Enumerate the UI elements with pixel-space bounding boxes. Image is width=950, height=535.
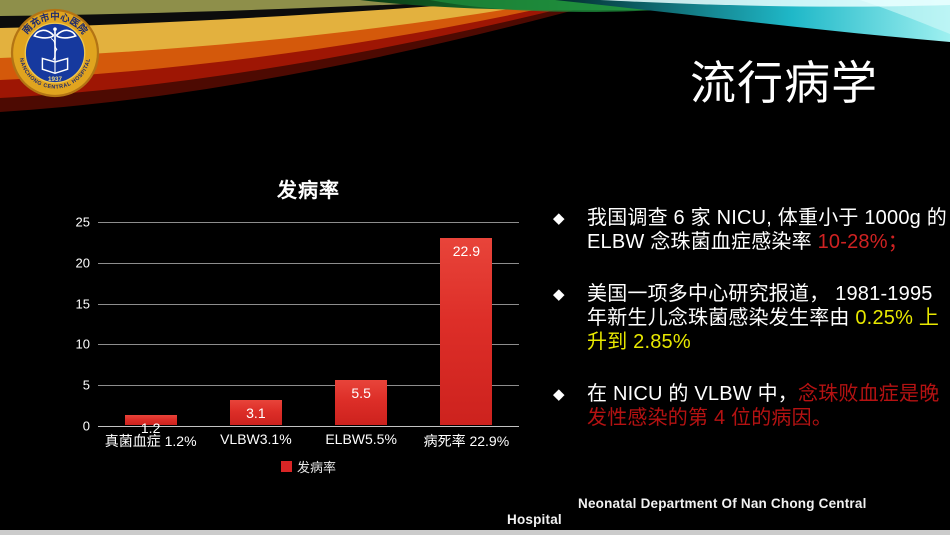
footer-line-2: Hospital [507,511,562,527]
gridline [98,426,519,427]
incidence-bar-chart: 发病率 0 5 10 15 20 25 1.2 真菌血症 1.2% 3.1 VLBW3.1% 5.5… [40,170,540,490]
caduceus-icon [33,27,77,62]
bullet-item: ◆ 在 NICU 的 VLBW 中，念珠败血症是晚 发性感染的第 4 位的病因。 [553,382,949,430]
bullet-item: ◆ 美国一项多中心研究报道， 1981-1995 年新生儿念珠菌感染发生率由 0.… [553,282,949,354]
bar-1 [124,415,177,425]
chart-legend: 发病率 [98,457,519,476]
bar-value-label: 5.5 [351,385,371,402]
logo-year: 1937 [48,76,63,83]
bullet-text: 我国调查 6 家 NICU, 体重小于 1000g 的 ELBW 念珠菌血症感染率… [587,207,947,253]
x-axis-category-label: ELBW5.5% [325,431,397,447]
legend-label: 发病率 [296,460,336,475]
footer-line-1: Neonatal Department Of Nan Chong Central [578,496,867,511]
footer-department: Neonatal Department Of Nan Chong Central… [507,496,944,527]
bar-4 [440,238,493,425]
diamond-bullet-icon: ◆ [553,286,565,303]
legend-swatch-icon [280,461,292,472]
hospital-logo: 南充市中心医院 NANCHONG CENTRAL HOSPITAL 1937 [10,8,100,98]
x-axis-category-label: 真菌血症 1.2% [104,433,197,449]
bullet-item: ◆ 我国调查 6 家 NICU, 体重小于 1000g 的 ELBW 念珠菌血症感… [553,206,949,254]
gridline [98,262,519,264]
y-axis-tick: 20 [75,255,90,271]
top-flare-graphic [0,0,950,112]
gridline [98,222,519,223]
bar-2 [229,399,282,425]
slide-title: 流行病学 [690,57,878,109]
bullet-text: 美国一项多中心研究报道， 1981-1995 年新生儿念珠菌感染发生率由 0.25… [587,283,940,353]
chart-plot: 0 5 10 15 20 25 1.2 真菌血症 1.2% 3.1 VLBW3.1% 5.5 ELBW… [76,215,519,449]
y-axis-tick: 15 [75,296,90,312]
gridline [98,385,519,387]
bar-value-label: 22.9 [452,243,480,260]
chart-title: 发病率 [277,180,340,202]
gridline [98,303,519,305]
gridline [98,344,519,346]
x-axis-category-label: VLBW3.1% [220,431,292,447]
x-axis-category-label: 病死率 22.9% [423,433,510,449]
bar-value-label: 3.1 [246,404,266,421]
bullet-text: 在 NICU 的 VLBW 中，念珠败血症是晚 发性感染的第 4 位的病因。 [587,383,940,429]
y-axis-tick: 5 [82,377,90,393]
bar-3 [335,380,388,425]
y-axis-tick: 25 [75,214,90,230]
diamond-bullet-icon: ◆ [553,386,565,403]
bullet-list: ◆ 我国调查 6 家 NICU, 体重小于 1000g 的 ELBW 念珠菌血症感… [553,206,949,458]
y-axis-tick: 0 [82,418,90,434]
diamond-bullet-icon: ◆ [553,210,565,227]
y-axis-tick: 10 [75,336,90,352]
bar-value-label: 1.2 [140,420,161,437]
bottom-strip [0,530,950,535]
